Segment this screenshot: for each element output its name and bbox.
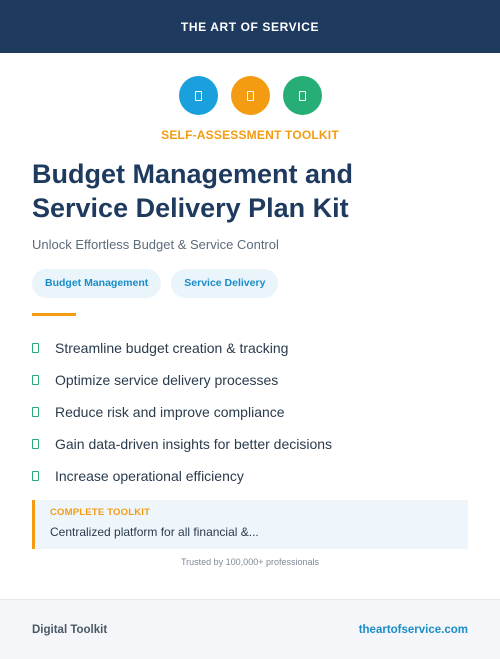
feature-text: Streamline budget creation & tracking: [55, 340, 289, 356]
check-icon: [32, 439, 39, 449]
check-icon: [32, 471, 39, 481]
title-line-2: Service Delivery Plan Kit: [32, 193, 349, 223]
icon-row: [0, 76, 500, 115]
check-icon: [32, 375, 39, 385]
check-icon: [32, 407, 39, 417]
toolkit-callout: COMPLETE TOOLKIT Centralized platform fo…: [32, 500, 468, 549]
list-item: Streamline budget creation & tracking: [32, 332, 332, 364]
header-bar: THE ART OF SERVICE: [0, 0, 500, 53]
document-icon: [230, 76, 270, 115]
website-link[interactable]: theartofservice.com: [358, 623, 468, 636]
trusted-note: Trusted by 100,000+ professionals: [180, 557, 319, 567]
list-item: Increase operational efficiency: [32, 460, 332, 492]
callout-text: Centralized platform for all financial &…: [50, 525, 259, 539]
tag-budget-management: Budget Management: [32, 269, 162, 298]
list-item: Optimize service delivery processes: [32, 364, 332, 396]
footer-label: Digital Toolkit: [32, 623, 108, 636]
feature-list: Streamline budget creation & tracking Op…: [32, 332, 332, 492]
brand-name: THE ART OF SERVICE: [180, 19, 320, 34]
document-icon: [282, 76, 322, 115]
kicker-label: SELF-ASSESSMENT TOOLKIT: [161, 128, 339, 142]
callout-label: COMPLETE TOOLKIT: [50, 507, 151, 518]
feature-text: Increase operational efficiency: [55, 468, 244, 484]
tag-list: Budget Management Service Delivery: [32, 269, 279, 298]
accent-divider: [32, 313, 76, 316]
title-line-1: Budget Management and: [32, 159, 354, 189]
subtitle: Unlock Effortless Budget & Service Contr…: [32, 237, 279, 252]
document-icon: [178, 76, 218, 115]
list-item: Reduce risk and improve compliance: [32, 396, 332, 428]
feature-text: Reduce risk and improve compliance: [55, 404, 285, 420]
page-title: Budget Management and Service Delivery P…: [32, 157, 472, 225]
feature-text: Optimize service delivery processes: [55, 372, 279, 388]
footer: Digital Toolkit theartofservice.com: [0, 599, 500, 659]
list-item: Gain data-driven insights for better dec…: [32, 428, 332, 460]
tag-service-delivery: Service Delivery: [171, 269, 279, 298]
check-icon: [32, 343, 39, 353]
feature-text: Gain data-driven insights for better dec…: [55, 436, 333, 452]
